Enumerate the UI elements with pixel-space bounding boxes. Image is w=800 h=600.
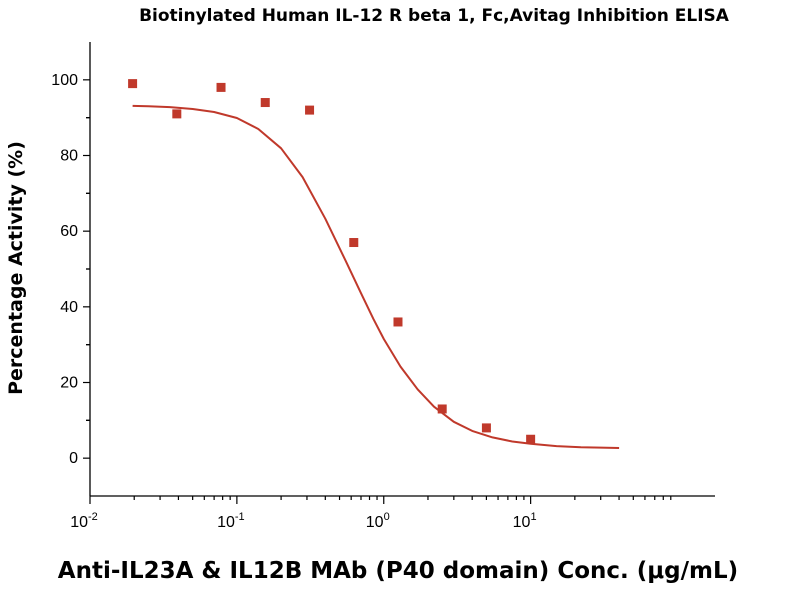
data-point	[305, 105, 315, 115]
x-tick-label: 100	[366, 511, 390, 531]
y-axis-label: Percentage Activity (%)	[5, 141, 27, 395]
data-point	[393, 317, 403, 327]
data-point	[260, 98, 270, 108]
y-tick-label: 60	[60, 223, 78, 240]
data-point	[349, 238, 359, 248]
plot-axes	[89, 42, 715, 497]
x-tick-label: 10-1	[217, 511, 245, 531]
data-point	[437, 404, 447, 414]
fit-curve	[132, 104, 620, 449]
chart-title: Biotinylated Human IL-12 R beta 1, Fc,Av…	[139, 6, 730, 26]
y-tick-label: 80	[60, 148, 78, 165]
y-tick-label: 0	[69, 450, 78, 467]
x-axis-label: Anti-IL23A & IL12B MAb (P40 domain) Conc…	[58, 558, 738, 584]
y-tick-label: 100	[51, 72, 78, 89]
x-tick-label: 10-2	[70, 511, 98, 531]
data-point	[172, 109, 182, 119]
data-point	[526, 434, 536, 444]
data-point	[128, 79, 138, 89]
data-point	[216, 82, 226, 92]
x-ticks: 10-2 10-1 100 101	[70, 496, 672, 531]
x-tick-label: 101	[513, 511, 537, 531]
data-point	[481, 423, 491, 433]
data-series	[128, 79, 620, 449]
y-tick-label: 20	[60, 375, 78, 392]
y-tick-label: 40	[60, 299, 78, 316]
y-ticks: 0 20 40 60 80 100	[51, 72, 90, 467]
